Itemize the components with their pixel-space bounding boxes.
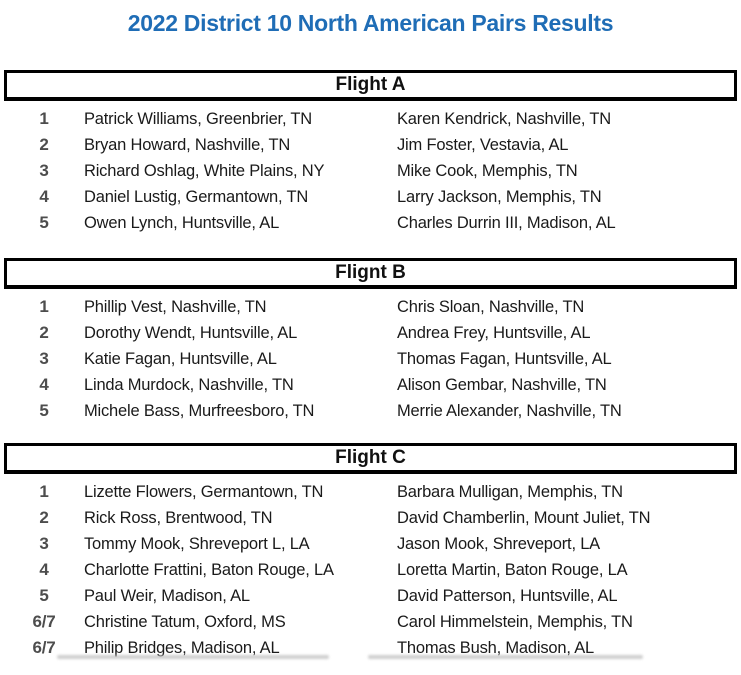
player1-cell: Richard Oshlag, White Plains, NY	[84, 162, 325, 180]
rank-cell: 1	[39, 297, 49, 316]
player1-cell: Rick Ross, Brentwood, TN	[84, 509, 273, 527]
player2-cell: Chris Sloan, Nashville, TN	[397, 298, 585, 316]
page-title: 2022 District 10 North American Pairs Re…	[127, 10, 614, 36]
player1-cell: Owen Lynch, Huntsville, AL	[84, 214, 280, 232]
player1-cell: Phillip Vest, Nashville, TN	[84, 298, 267, 316]
rank-cell: 4	[39, 187, 49, 206]
rank-cell: 2	[39, 135, 49, 154]
rank-cell: 3	[39, 534, 49, 553]
player2-cell: Larry Jackson, Memphis, TN	[397, 188, 602, 206]
flight-title: Flight C	[335, 447, 406, 468]
player2-cell: Thomas Fagan, Huntsville, AL	[397, 350, 612, 368]
table-row: 3 Richard Oshlag, White Plains, NY Mike …	[4, 158, 737, 184]
table-row: 4 Linda Murdock, Nashville, TN Alison Ge…	[4, 372, 737, 398]
rank-cell: 5	[39, 213, 49, 232]
cropped-row-remnant	[368, 655, 643, 659]
player1-cell: Philip Bridges, Madison, AL	[84, 639, 280, 657]
table-row: 2 Rick Ross, Brentwood, TN David Chamber…	[4, 505, 737, 531]
table-row: 1 Phillip Vest, Nashville, TN Chris Sloa…	[4, 294, 737, 320]
player1-cell: Tommy Mook, Shreveport L, LA	[84, 535, 310, 553]
player1-cell: Christine Tatum, Oxford, MS	[84, 613, 286, 631]
player2-cell: Merrie Alexander, Nashville, TN	[397, 402, 622, 420]
flight-rows: 1 Phillip Vest, Nashville, TN Chris Sloa…	[4, 294, 737, 424]
player1-cell: Dorothy Wendt, Huntsville, AL	[84, 324, 298, 342]
player1-cell: Daniel Lustig, Germantown, TN	[84, 188, 309, 206]
rank-cell: 3	[39, 349, 49, 368]
rank-cell: 5	[39, 401, 49, 420]
rank-cell: 4	[39, 375, 49, 394]
player1-cell: Linda Murdock, Nashville, TN	[84, 376, 294, 394]
table-row: 3 Tommy Mook, Shreveport L, LA Jason Moo…	[4, 531, 737, 557]
table-row: 1 Patrick Williams, Greenbrier, TN Karen…	[4, 106, 737, 132]
player2-cell: David Chamberlin, Mount Juliet, TN	[397, 509, 651, 527]
flight-section: Flight A 1 Patrick Williams, Greenbrier,…	[4, 70, 737, 236]
rank-cell: 1	[39, 482, 49, 501]
flight-title: Flight A	[335, 74, 406, 95]
player2-cell: Thomas Bush, Madison, AL	[397, 639, 594, 657]
player1-cell: Bryan Howard, Nashville, TN	[84, 136, 291, 154]
table-row: 5 Owen Lynch, Huntsville, AL Charles Dur…	[4, 210, 737, 236]
flight-rows: 1 Patrick Williams, Greenbrier, TN Karen…	[4, 106, 737, 236]
flight-header: Flight C	[4, 443, 737, 474]
rank-cell: 1	[39, 109, 49, 128]
table-row: 6/7 Christine Tatum, Oxford, MS Carol Hi…	[4, 609, 737, 635]
player2-cell: Andrea Frey, Huntsville, AL	[397, 324, 591, 342]
player2-cell: Jim Foster, Vestavia, AL	[397, 136, 569, 154]
rank-cell: 2	[39, 323, 49, 342]
player1-cell: Paul Weir, Madison, AL	[84, 587, 250, 605]
table-row: 5 Michele Bass, Murfreesboro, TN Merrie …	[4, 398, 737, 424]
cropped-row-remnant	[57, 655, 329, 659]
rank-cell: 4	[39, 560, 49, 579]
flight-title: Flignt B	[335, 262, 406, 283]
rank-cell: 3	[39, 161, 49, 180]
player2-cell: Barbara Mulligan, Memphis, TN	[397, 483, 623, 501]
player2-cell: Mike Cook, Memphis, TN	[397, 162, 578, 180]
player2-cell: David Patterson, Huntsville, AL	[397, 587, 618, 605]
flight-section: Flight C 1 Lizette Flowers, Germantown, …	[4, 443, 737, 661]
player1-cell: Katie Fagan, Huntsville, AL	[84, 350, 277, 368]
table-row: 4 Daniel Lustig, Germantown, TN Larry Ja…	[4, 184, 737, 210]
flight-header: Flignt B	[4, 258, 737, 289]
player1-cell: Charlotte Frattini, Baton Rouge, LA	[84, 561, 334, 579]
player2-cell: Jason Mook, Shreveport, LA	[397, 535, 600, 553]
table-row: 5 Paul Weir, Madison, AL David Patterson…	[4, 583, 737, 609]
player2-cell: Loretta Martin, Baton Rouge, LA	[397, 561, 628, 579]
player1-cell: Patrick Williams, Greenbrier, TN	[84, 110, 313, 128]
rank-cell: 5	[39, 586, 49, 605]
table-row: 4 Charlotte Frattini, Baton Rouge, LA Lo…	[4, 557, 737, 583]
player1-cell: Michele Bass, Murfreesboro, TN	[84, 402, 315, 420]
flight-section: Flignt B 1 Phillip Vest, Nashville, TN C…	[4, 258, 737, 424]
rank-cell: 6/7	[32, 638, 56, 657]
table-row: 2 Dorothy Wendt, Huntsville, AL Andrea F…	[4, 320, 737, 346]
table-row: 2 Bryan Howard, Nashville, TN Jim Foster…	[4, 132, 737, 158]
table-row: 6/7 Philip Bridges, Madison, AL Thomas B…	[4, 635, 737, 661]
table-row: 3 Katie Fagan, Huntsville, AL Thomas Fag…	[4, 346, 737, 372]
player1-cell: Lizette Flowers, Germantown, TN	[84, 483, 324, 501]
player2-cell: Charles Durrin III, Madison, AL	[397, 214, 616, 232]
rank-cell: 2	[39, 508, 49, 527]
player2-cell: Alison Gembar, Nashville, TN	[397, 376, 607, 394]
table-row: 1 Lizette Flowers, Germantown, TN Barbar…	[4, 479, 737, 505]
player2-cell: Carol Himmelstein, Memphis, TN	[397, 613, 633, 631]
flight-header: Flight A	[4, 70, 737, 101]
rank-cell: 6/7	[32, 612, 56, 631]
flight-rows: 1 Lizette Flowers, Germantown, TN Barbar…	[4, 479, 737, 661]
player2-cell: Karen Kendrick, Nashville, TN	[397, 110, 611, 128]
